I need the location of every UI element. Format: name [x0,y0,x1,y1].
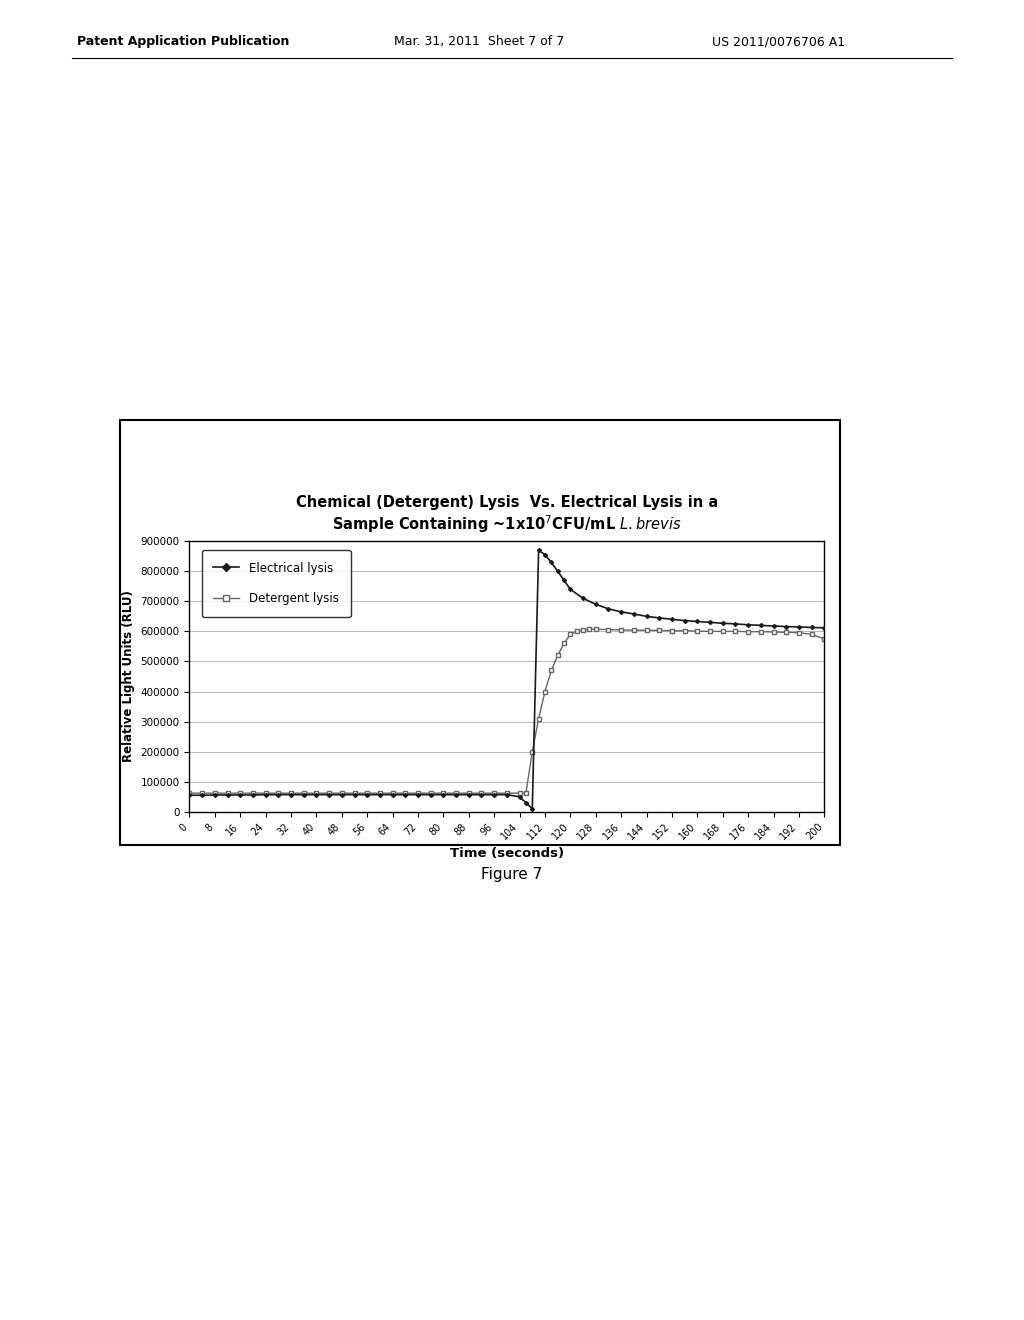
Electrical lysis [818,620,830,636]
Detergent lysis [615,622,628,638]
Detergent lysis [183,785,196,801]
Detergent lysis [221,785,233,801]
Electrical lysis [310,787,323,803]
Title: Chemical (Detergent) Lysis  Vs. Electrical Lysis in a
Sample Containing ~1x10$^{: Chemical (Detergent) Lysis Vs. Electrica… [296,495,718,535]
Electrical lysis [348,787,360,803]
Electrical lysis [767,618,779,634]
Electrical lysis [183,787,196,803]
X-axis label: Time (seconds): Time (seconds) [450,847,564,861]
Line: Detergent lysis: Detergent lysis [187,627,826,795]
Text: Patent Application Publication: Patent Application Publication [77,36,289,49]
Detergent lysis [602,622,614,638]
Electrical lysis [259,787,271,803]
Electrical lysis [806,619,818,635]
Electrical lysis [437,787,450,803]
Text: US 2011/0076706 A1: US 2011/0076706 A1 [712,36,845,49]
Text: Mar. 31, 2011  Sheet 7 of 7: Mar. 31, 2011 Sheet 7 of 7 [394,36,564,49]
Detergent lysis [209,785,221,801]
Line: Electrical lysis: Electrical lysis [188,549,825,810]
Text: Figure 7: Figure 7 [481,867,543,883]
Y-axis label: Relative Light Units (RLU): Relative Light Units (RLU) [122,590,135,763]
Detergent lysis [818,631,830,647]
Detergent lysis [488,785,501,801]
Electrical lysis [526,801,539,817]
Detergent lysis [584,622,596,638]
Electrical lysis [532,543,545,558]
Legend: Electrical lysis, Detergent lysis: Electrical lysis, Detergent lysis [202,550,350,618]
Detergent lysis [374,785,386,801]
